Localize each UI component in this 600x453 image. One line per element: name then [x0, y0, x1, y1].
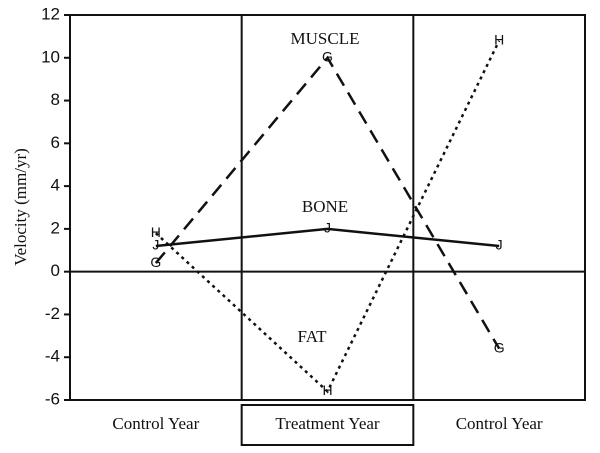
point-marker: H	[322, 382, 332, 398]
y-tick-label: 0	[51, 261, 60, 280]
y-tick-label: 2	[51, 218, 60, 237]
x-tick-label: Treatment Year	[275, 414, 380, 433]
plot-frame	[69, 14, 586, 401]
y-tick-label: 4	[51, 176, 60, 195]
point-marker: J	[496, 237, 503, 253]
x-tick-label: Control Year	[112, 414, 199, 433]
point-marker: G	[494, 339, 505, 355]
y-tick-label: 8	[51, 90, 60, 109]
y-tick-label: -4	[45, 347, 60, 366]
y-tick-label: -6	[45, 389, 60, 408]
y-tick-label: -2	[45, 304, 60, 323]
series-line	[155, 227, 500, 248]
y-axis-label: Velocity (mm/yr)	[11, 148, 30, 266]
series-label: BONE	[302, 197, 348, 216]
point-marker: G	[150, 254, 161, 270]
x-tick-label: Control Year	[456, 414, 543, 433]
series-line	[154, 55, 501, 350]
point-marker: J	[324, 220, 331, 236]
point-marker: H	[494, 31, 504, 47]
series-label: FAT	[298, 327, 328, 346]
point-marker: J	[152, 237, 159, 253]
category-box	[240, 404, 415, 446]
point-marker: G	[322, 48, 333, 64]
y-tick-label: 12	[41, 4, 60, 23]
y-tick-label: 10	[41, 47, 60, 66]
series-line	[154, 40, 501, 394]
y-tick-label: 6	[51, 133, 60, 152]
series-label: MUSCLE	[291, 29, 360, 48]
point-marker: H	[151, 224, 161, 240]
